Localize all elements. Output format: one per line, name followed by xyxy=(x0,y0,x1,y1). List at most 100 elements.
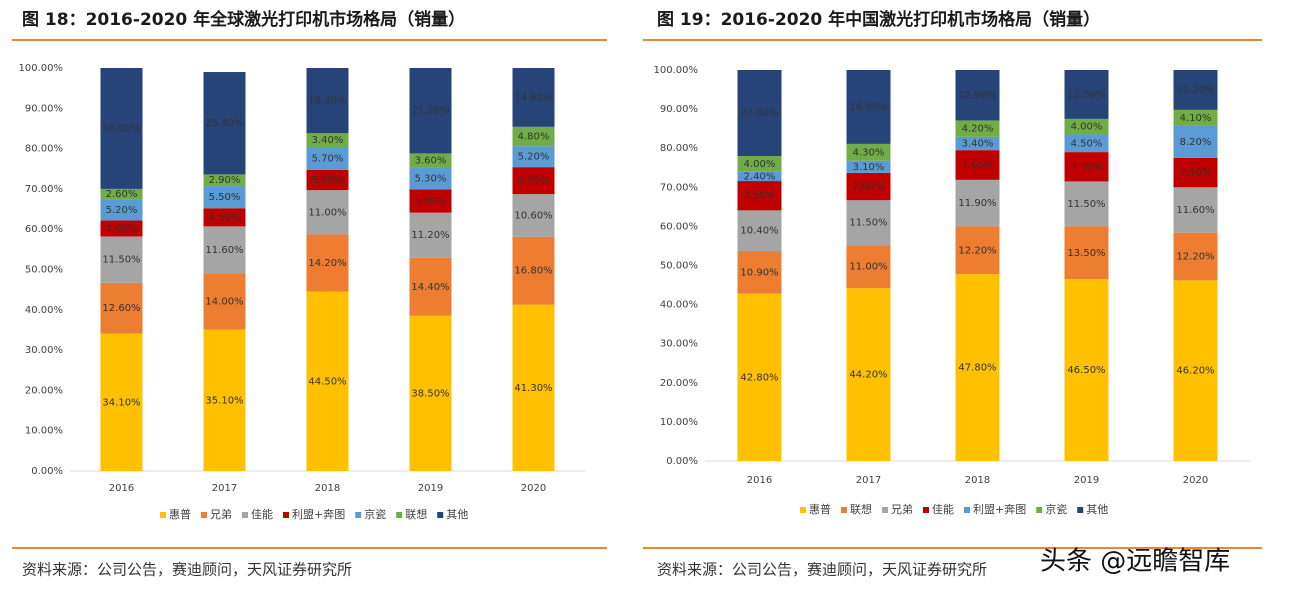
legend-label: 惠普 xyxy=(809,502,831,516)
data-label: 5.00% xyxy=(312,175,344,186)
data-label: 2.90% xyxy=(209,175,241,186)
bar-segment xyxy=(306,169,349,191)
data-label: 12.60% xyxy=(102,303,140,314)
bar-segment xyxy=(1173,232,1218,281)
y-tick-label: 70.00% xyxy=(660,182,698,193)
bar-segment xyxy=(737,293,782,461)
data-label: 2.40% xyxy=(744,171,776,182)
data-label: 14.20% xyxy=(308,258,346,269)
legend-swatch xyxy=(923,507,929,513)
bar-segment xyxy=(512,146,555,168)
data-label: 14.60% xyxy=(514,92,552,103)
data-label: 35.10% xyxy=(205,395,243,406)
bar-segment xyxy=(846,143,891,161)
bar-segment xyxy=(512,304,555,471)
data-label: 7.50% xyxy=(1180,168,1212,179)
y-tick-label: 60.00% xyxy=(25,224,63,235)
y-tick-label: 10.00% xyxy=(660,417,698,428)
data-label: 5.20% xyxy=(106,205,138,216)
bar-segment xyxy=(512,68,555,127)
x-tick-label: 2018 xyxy=(315,483,340,494)
data-label: 11.50% xyxy=(849,218,887,229)
bar-segment xyxy=(846,245,891,289)
data-label: 10.90% xyxy=(740,267,778,278)
y-tick-label: 40.00% xyxy=(660,300,698,311)
bar-segment xyxy=(955,226,1000,275)
data-label: 21.20% xyxy=(411,106,449,117)
bar-segment xyxy=(1064,118,1109,135)
data-label: 4.50% xyxy=(209,212,241,223)
data-label: 4.10% xyxy=(1180,113,1212,124)
y-tick-label: 30.00% xyxy=(660,339,698,350)
data-label: 5.50% xyxy=(209,192,241,203)
y-tick-label: 80.00% xyxy=(25,144,63,155)
data-label: 7.50% xyxy=(744,191,776,202)
watermark: 头条 @远瞻智库 xyxy=(1040,547,1230,577)
legend-label: 佳能 xyxy=(251,507,273,521)
data-label: 11.60% xyxy=(205,245,243,256)
bar-segment xyxy=(1173,109,1218,126)
data-label: 4.00% xyxy=(1071,122,1103,133)
bar-segment xyxy=(955,274,1000,461)
bar-segment xyxy=(1064,181,1109,227)
bar-segment xyxy=(1173,125,1218,158)
data-label: 4.50% xyxy=(1071,138,1103,149)
bar-segment xyxy=(409,189,452,213)
bar-segment xyxy=(846,172,891,201)
data-label: 46.50% xyxy=(1067,365,1105,376)
data-label: 47.80% xyxy=(958,363,996,374)
bar-segment xyxy=(737,210,782,252)
legend-swatch xyxy=(841,507,847,513)
legend-label: 京瓷 xyxy=(1045,502,1067,516)
bar-segment xyxy=(512,126,555,147)
data-label: 4.20% xyxy=(962,124,994,135)
data-label: 38.50% xyxy=(411,388,449,399)
bar-segment xyxy=(203,186,246,209)
data-label: 4.80% xyxy=(518,132,550,143)
bar-segment xyxy=(306,190,349,235)
bar-segment xyxy=(955,120,1000,137)
data-label: 25.40% xyxy=(205,118,243,129)
legend-label: 其他 xyxy=(1086,503,1108,516)
legend-label: 兄弟 xyxy=(210,508,232,521)
y-tick-label: 100.00% xyxy=(19,63,64,74)
y-tick-label: 10.00% xyxy=(25,426,63,437)
bar-segment xyxy=(100,333,143,471)
bar-segment xyxy=(737,70,782,157)
data-label: 13.50% xyxy=(1067,248,1105,259)
data-label: 4.30% xyxy=(853,147,885,158)
bar-segment xyxy=(1064,226,1109,280)
data-label: 44.50% xyxy=(308,376,346,387)
data-label: 2.60% xyxy=(106,189,138,200)
legend-swatch xyxy=(355,512,362,518)
data-label: 10.40% xyxy=(740,226,778,237)
y-tick-label: 20.00% xyxy=(660,378,698,389)
bar-segment xyxy=(1064,152,1109,182)
data-label: 7.00% xyxy=(853,182,885,193)
bar-segment xyxy=(1064,134,1109,153)
bar-segment xyxy=(846,70,891,144)
data-label: 6.70% xyxy=(518,176,550,187)
legend-label: 兄弟 xyxy=(891,503,913,516)
legend-swatch xyxy=(882,507,888,513)
bar-segment xyxy=(306,291,349,471)
bar-segment xyxy=(1064,279,1109,461)
legend-label: 利盟+奔图 xyxy=(973,503,1026,516)
data-label: 11.60% xyxy=(1176,205,1214,216)
data-label: 30.00% xyxy=(102,123,140,134)
y-tick-label: 100.00% xyxy=(654,65,699,76)
bar-segment xyxy=(737,181,782,211)
data-label: 11.00% xyxy=(308,207,346,218)
bar-segment xyxy=(955,179,1000,227)
bar-segment xyxy=(100,220,143,237)
x-tick-label: 2020 xyxy=(1183,475,1208,486)
bar-segment xyxy=(737,171,782,182)
bar-segment xyxy=(409,167,452,190)
legend-label: 惠普 xyxy=(169,507,191,521)
bar-segment xyxy=(306,68,349,134)
data-label: 5.80% xyxy=(415,196,447,207)
data-label: 12.20% xyxy=(1176,252,1214,263)
data-label: 16.20% xyxy=(308,96,346,107)
bar-segment xyxy=(1173,280,1218,461)
